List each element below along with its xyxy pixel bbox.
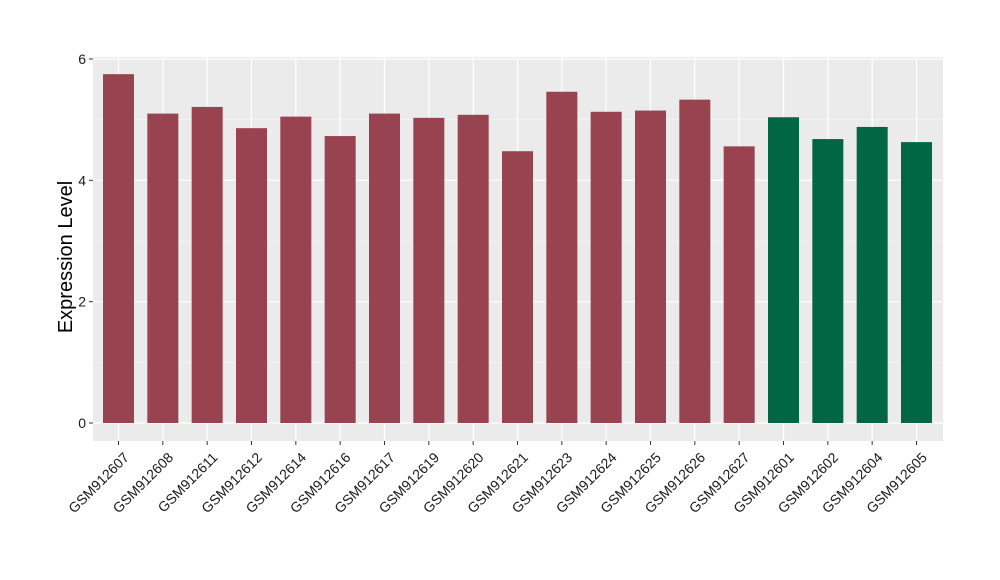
bar-GSM912627	[723, 146, 755, 424]
bar-GSM912601	[768, 117, 799, 424]
bar-GSM912614	[280, 116, 312, 423]
y-tick-label: 2	[78, 294, 86, 310]
bar-GSM912611	[191, 106, 223, 423]
y-axis: 0 2 4 6	[78, 51, 93, 431]
bar-GSM912604	[856, 126, 888, 424]
bar-GSM912612	[236, 128, 267, 423]
bar-GSM912605	[901, 142, 932, 423]
bar-GSM912621	[502, 151, 533, 424]
bar-GSM912619	[413, 117, 445, 423]
bar-GSM912607	[103, 74, 134, 424]
bar-GSM912624	[590, 111, 622, 423]
y-axis-title: Expression Level	[55, 181, 77, 333]
x-axis: GSM912607GSM912608GSM912611GSM912612GSM9…	[65, 441, 930, 516]
bar-GSM912602	[812, 139, 844, 423]
bar-GSM912608	[147, 113, 179, 423]
bar-GSM912623	[546, 91, 578, 423]
bars	[103, 74, 932, 424]
bar-GSM912616	[324, 136, 356, 423]
y-tick-label: 4	[78, 172, 86, 188]
y-tick-label: 0	[78, 415, 86, 431]
bar-GSM912620	[457, 114, 489, 424]
bar-GSM912625	[635, 110, 666, 424]
bar-GSM912617	[369, 113, 400, 423]
bar-GSM912626	[679, 99, 711, 423]
y-tick-label: 6	[78, 51, 86, 67]
